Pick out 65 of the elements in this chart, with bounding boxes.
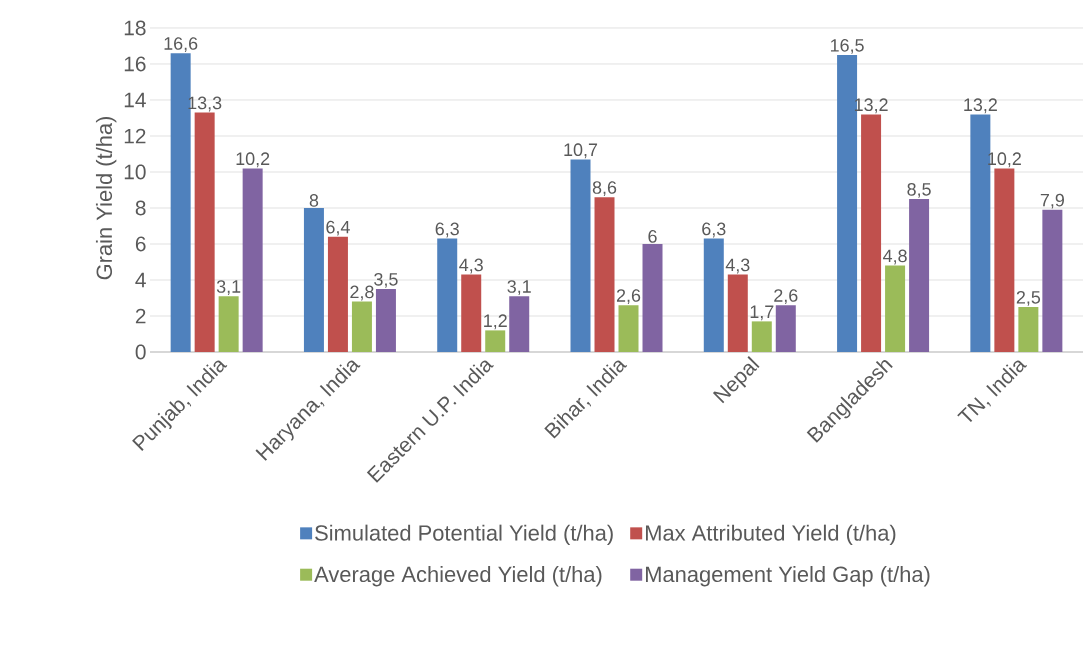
y-tick-label: 18 [124, 20, 146, 36]
data-label: 6,3 [435, 222, 459, 238]
data-label: 13,2 [964, 98, 997, 114]
bar [351, 301, 372, 352]
bar [994, 168, 1015, 352]
data-label: 6,4 [326, 220, 350, 236]
data-label: 6 [648, 230, 657, 243]
bar [751, 321, 772, 352]
data-label: 8 [309, 194, 319, 207]
y-tick-label: 14 [124, 92, 146, 108]
data-label: 10,2 [236, 152, 270, 168]
bar [618, 305, 639, 352]
data-label: 2,8 [350, 285, 374, 301]
bar [885, 265, 906, 352]
bar [242, 168, 263, 352]
data-label: 4,3 [725, 258, 750, 274]
data-label: 1,2 [484, 314, 507, 330]
bar [375, 288, 396, 352]
data-label: 8,6 [592, 181, 617, 196]
bar [437, 238, 458, 352]
data-label: 3,5 [374, 272, 398, 288]
legend-label: Max Attributed Yield (t/ha) [645, 524, 896, 546]
data-label: 6,3 [702, 222, 726, 238]
data-label: 2,5 [1016, 290, 1041, 306]
data-label: 8,5 [907, 182, 931, 198]
data-label: 4,3 [459, 258, 483, 274]
data-label: 3,1 [216, 280, 241, 295]
bar [485, 330, 506, 352]
bar [303, 207, 324, 352]
bar [194, 112, 215, 352]
y-tick-label: 6 [135, 236, 146, 252]
bar [1018, 306, 1039, 352]
legend-label: Management Yield Gap (t/ha) [645, 566, 930, 587]
bar [594, 197, 615, 352]
bar [775, 305, 796, 352]
y-tick-label: 8 [135, 200, 146, 216]
y-tick-label: 10 [124, 164, 146, 180]
bar [461, 274, 482, 352]
y-axis-title: Grain Yield (t/ha) [95, 116, 117, 280]
y-tick-label: 16 [124, 56, 146, 72]
y-tick-label: 12 [124, 128, 146, 144]
data-label: 16,6 [164, 37, 198, 52]
legend-label: Average Achieved Yield (t/ha) [314, 566, 602, 587]
y-tick-label: 0 [135, 344, 146, 360]
data-label: 2,6 [616, 289, 641, 304]
bar [218, 296, 239, 352]
bar [642, 243, 663, 352]
legend-label: Simulated Potential Yield (t/ha) [315, 524, 613, 546]
data-label: 2,6 [774, 289, 798, 304]
bar [909, 198, 930, 352]
y-tick-label: 2 [135, 308, 146, 324]
data-label: 1,7 [750, 305, 774, 321]
data-label: 10,7 [564, 143, 598, 159]
bar [509, 296, 530, 352]
bar [327, 236, 348, 352]
y-tick-label: 4 [135, 272, 146, 288]
data-label: 3,1 [507, 280, 531, 295]
bar [570, 159, 591, 352]
bar [861, 114, 882, 352]
data-label: 4,8 [883, 249, 907, 265]
bar [1042, 209, 1063, 352]
bar [727, 274, 748, 352]
data-label: 16,5 [830, 38, 864, 54]
bar [703, 238, 724, 352]
data-label: 7,9 [1040, 193, 1064, 209]
